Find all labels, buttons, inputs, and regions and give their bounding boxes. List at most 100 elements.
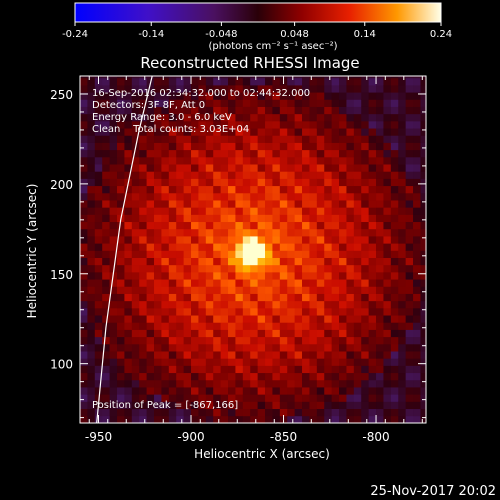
heatmap-cell	[390, 315, 399, 323]
heatmap-cell	[353, 351, 362, 359]
heatmap-cell	[368, 149, 377, 158]
heatmap-cell	[242, 92, 251, 100]
heatmap-cell	[242, 300, 251, 309]
heatmap-cell	[117, 264, 125, 273]
heatmap-cell	[176, 106, 185, 115]
heatmap-cell	[124, 307, 133, 316]
heatmap-cell	[242, 84, 251, 93]
heatmap-cell	[420, 329, 426, 338]
heatmap-cell	[353, 279, 362, 287]
heatmap-cell	[272, 243, 281, 251]
heatmap-cell	[117, 142, 125, 151]
heatmap-cell	[420, 243, 426, 251]
heatmap-cell	[213, 387, 222, 395]
heatmap-cell	[205, 408, 214, 417]
heatmap-cell	[302, 394, 310, 402]
heatmap-cell	[279, 300, 288, 309]
heatmap-cell	[287, 286, 296, 294]
heatmap-cell	[376, 394, 384, 402]
heatmap-cell	[361, 128, 370, 136]
heatmap-cell	[257, 120, 266, 129]
heatmap-cell	[272, 164, 281, 172]
heatmap-cell	[331, 257, 340, 266]
heatmap-cell	[279, 192, 288, 201]
heatmap-cell	[405, 315, 414, 323]
heatmap-cell	[176, 271, 185, 280]
heatmap-cell	[361, 164, 370, 172]
heatmap-cell	[279, 322, 288, 330]
heatmap-cell	[376, 286, 384, 294]
heatmap-cell	[346, 279, 355, 287]
heatmap-cell	[80, 84, 88, 93]
heatmap-cell	[368, 76, 377, 79]
heatmap-cell	[109, 279, 118, 287]
heatmap-cell	[265, 228, 273, 237]
heatmap-cell	[235, 279, 244, 287]
heatmap-cell	[87, 300, 96, 309]
heatmap-cell	[80, 250, 88, 258]
heatmap-cell	[420, 120, 426, 129]
heatmap-cell	[124, 372, 133, 381]
heatmap-cell	[87, 322, 96, 330]
heatmap-cell	[146, 185, 155, 194]
heatmap-cell	[294, 142, 303, 151]
heatmap-cell	[161, 214, 170, 223]
heatmap-cell	[353, 113, 362, 122]
heatmap-cell	[331, 171, 340, 179]
heatmap-cell	[361, 351, 370, 359]
heatmap-cell	[383, 379, 392, 388]
heatmap-cell	[191, 185, 199, 194]
heatmap-cell	[205, 142, 214, 151]
heatmap-cell	[124, 387, 133, 395]
heatmap-cell	[265, 171, 273, 179]
heatmap-cell	[376, 279, 384, 287]
heatmap-cell	[324, 379, 333, 388]
heatmap-cell	[80, 343, 88, 352]
heatmap-cell	[228, 315, 236, 323]
heatmap-cell	[272, 156, 281, 165]
heatmap-cell	[353, 185, 362, 194]
heatmap-cell	[339, 228, 347, 237]
heatmap-cell	[383, 243, 392, 251]
heatmap-cell	[213, 84, 222, 93]
heatmap-cell	[257, 250, 266, 258]
heatmap-cell	[117, 99, 125, 107]
heatmap-cell	[220, 120, 229, 129]
heatmap-cell	[198, 415, 207, 423]
heatmap-cell	[294, 250, 303, 258]
heatmap-cell	[139, 415, 148, 423]
heatmap-cell	[220, 336, 229, 345]
heatmap-cell	[220, 142, 229, 151]
heatmap-cell	[309, 243, 318, 251]
heatmap-cell	[146, 228, 155, 237]
heatmap-cell	[339, 149, 347, 158]
heatmap-cell	[94, 271, 103, 280]
heatmap-cell	[191, 243, 199, 251]
heatmap-cell	[279, 372, 288, 381]
heatmap-cell	[154, 379, 162, 388]
heatmap-cell	[220, 200, 229, 208]
heatmap-cell	[235, 221, 244, 230]
heatmap-cell	[287, 336, 296, 345]
heatmap-cell	[361, 236, 370, 244]
heatmap-cell	[405, 142, 414, 151]
heatmap-cell	[302, 415, 310, 423]
heatmap-cell	[176, 185, 185, 194]
heatmap-cell	[346, 243, 355, 251]
heatmap-cell	[154, 315, 162, 323]
heatmap-cell	[161, 84, 170, 93]
heatmap-cell	[309, 149, 318, 158]
heatmap-cell	[302, 387, 310, 395]
heatmap-cell	[80, 135, 88, 143]
y-tick-label: 150	[50, 268, 73, 282]
heatmap-cell	[361, 271, 370, 280]
heatmap-cell	[168, 192, 177, 201]
heatmap-cell	[316, 408, 325, 417]
heatmap-cell	[324, 228, 333, 237]
heatmap-cell	[183, 236, 192, 244]
heatmap-cell	[235, 322, 244, 330]
heatmap-cell	[398, 329, 407, 338]
heatmap-cell	[198, 192, 207, 201]
heatmap-cell	[361, 171, 370, 179]
